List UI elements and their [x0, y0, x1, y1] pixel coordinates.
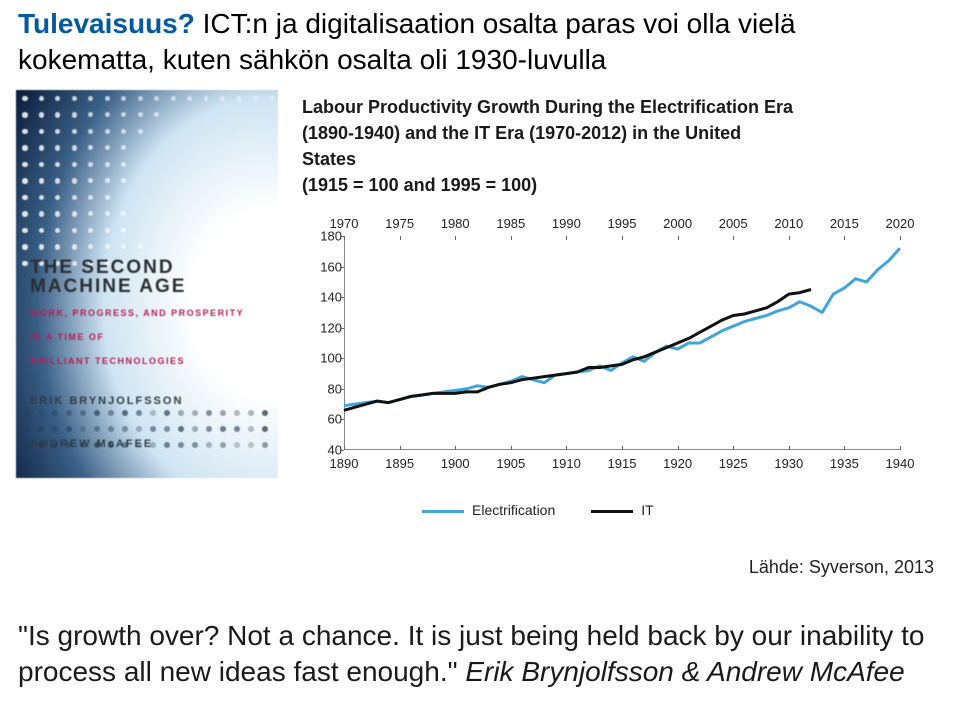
content-row: THE SECOND MACHINE AGE WORK, PROGRESS, A…: [0, 82, 960, 518]
book-cover: THE SECOND MACHINE AGE WORK, PROGRESS, A…: [16, 90, 278, 478]
legend-electrification: Electrification: [422, 502, 555, 518]
ytick: 80: [302, 381, 342, 396]
cover-title-2: MACHINE AGE: [30, 277, 244, 296]
series-electrification: [344, 248, 900, 406]
xtick-bot: 1905: [496, 456, 525, 471]
quote-line-2a: process all new ideas fast enough.": [18, 656, 465, 687]
chart-block: Labour Productivity Growth During the El…: [302, 90, 944, 518]
legend-label-it: IT: [641, 502, 653, 518]
xtick-top: 2010: [774, 216, 803, 231]
ytick: 160: [302, 259, 342, 274]
xtick-bot: 1915: [608, 456, 637, 471]
xtick-top: 1990: [552, 216, 581, 231]
xtick-top: 2000: [663, 216, 692, 231]
xtick-bot: 1925: [719, 456, 748, 471]
quote-line-2b: Erik Brynjolfsson & Andrew McAfee: [465, 656, 904, 687]
legend-label-elec: Electrification: [472, 502, 555, 518]
chart-title-4: (1915 = 100 and 1995 = 100): [302, 175, 537, 195]
swatch-electrification: [422, 510, 464, 513]
xtick-top: 1980: [441, 216, 470, 231]
chart-title: Labour Productivity Growth During the El…: [302, 94, 944, 198]
xtick-bot: 1890: [330, 456, 359, 471]
legend-it: IT: [591, 502, 653, 518]
xtick-top: 1975: [385, 216, 414, 231]
title-rest1: ICT:n ja digitalisaation osalta paras vo…: [195, 8, 796, 39]
xtick-top: 1985: [496, 216, 525, 231]
xtick-top: 2020: [886, 216, 915, 231]
ytick: 120: [302, 320, 342, 335]
xtick-top: 1970: [330, 216, 359, 231]
cover-sub-2: IN A TIME OF: [30, 330, 244, 344]
xtick-bot: 1900: [441, 456, 470, 471]
cover-sub-3: BRILLIANT TECHNOLOGIES: [30, 354, 244, 368]
quote-line-1: "Is growth over? Not a chance. It is jus…: [18, 620, 924, 651]
slide-title: Tulevaisuus? ICT:n ja digitalisaation os…: [0, 0, 960, 82]
xtick-top: 2005: [719, 216, 748, 231]
xtick-bot: 1895: [385, 456, 414, 471]
xtick-bot: 1940: [886, 456, 915, 471]
xtick-top: 1995: [608, 216, 637, 231]
xtick-bot: 1910: [552, 456, 581, 471]
ytick: 60: [302, 412, 342, 427]
title-line-1: Tulevaisuus? ICT:n ja digitalisaation os…: [18, 6, 942, 42]
chart-title-3: States: [302, 149, 356, 169]
chart-area: 4060801001201401601801970197519801985199…: [302, 214, 912, 494]
legend: Electrification IT: [422, 502, 944, 518]
xtick-bot: 1935: [830, 456, 859, 471]
cover-title-1: THE SECOND: [30, 258, 244, 277]
xtick-bot: 1930: [774, 456, 803, 471]
chart-title-2: (1890-1940) and the IT Era (1970-2012) i…: [302, 123, 741, 143]
source-label: Lähde: Syverson, 2013: [749, 557, 934, 578]
xtick-top: 2015: [830, 216, 859, 231]
ytick: 140: [302, 290, 342, 305]
title-question: Tulevaisuus?: [18, 8, 195, 39]
swatch-it: [591, 510, 633, 513]
xtick-bot: 1920: [663, 456, 692, 471]
chart-title-1: Labour Productivity Growth During the El…: [302, 97, 793, 117]
quote: "Is growth over? Not a chance. It is jus…: [18, 618, 942, 690]
cover-author-1: ERIK BRYNJOLFSSON: [30, 391, 244, 412]
series-it: [344, 290, 811, 411]
ytick: 100: [302, 351, 342, 366]
title-line-2: kokematta, kuten sähkön osalta oli 1930-…: [18, 42, 942, 78]
chart-lines: [344, 236, 900, 450]
cover-bottom-dots: [16, 410, 278, 464]
cover-sub-1: WORK, PROGRESS, AND PROSPERITY: [30, 306, 244, 320]
